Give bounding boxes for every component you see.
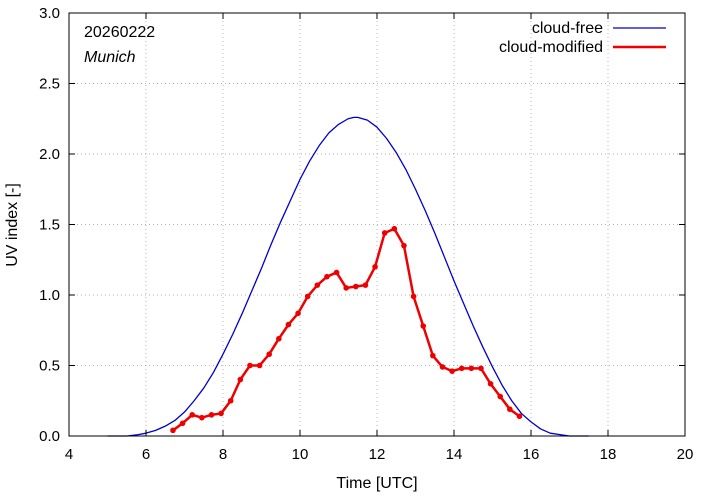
data-point-cloud-modified xyxy=(343,285,350,291)
data-point-cloud-modified xyxy=(256,362,263,369)
y-tick-label: 0.0 xyxy=(39,428,60,445)
data-point-cloud-modified xyxy=(189,412,195,418)
data-point-cloud-modified xyxy=(391,225,398,232)
data-point-cloud-modified xyxy=(218,410,224,417)
x-axis-label: Time [UTC] xyxy=(336,475,417,492)
data-point-cloud-modified xyxy=(516,413,523,420)
x-tick-label: 6 xyxy=(142,446,150,463)
y-tick-label: 2.0 xyxy=(39,146,60,163)
y-tick-label: 1.5 xyxy=(39,217,60,234)
data-point-cloud-modified xyxy=(170,427,176,434)
data-point-cloud-modified xyxy=(507,406,513,413)
data-point-cloud-modified xyxy=(410,293,417,300)
data-point-cloud-modified xyxy=(497,393,504,400)
series-line-cloud-free xyxy=(107,116,589,437)
data-point-cloud-modified xyxy=(449,368,455,374)
y-tick-label: 1.0 xyxy=(39,287,60,304)
x-tick-label: 20 xyxy=(677,446,694,463)
data-point-cloud-modified xyxy=(304,293,311,300)
x-tick-label: 16 xyxy=(523,446,540,463)
data-point-cloud-modified xyxy=(372,264,378,270)
y-axis-label: UV index [-] xyxy=(4,183,21,267)
legend-label-cloud-modified: cloud-modified xyxy=(499,39,603,56)
date-annotation: 20260222 xyxy=(84,24,155,41)
data-point-cloud-modified xyxy=(285,321,292,328)
data-point-cloud-modified xyxy=(324,273,330,280)
data-point-cloud-modified xyxy=(276,335,282,342)
data-point-cloud-modified xyxy=(458,365,465,372)
axis-ticks: 4 6 8 10 12 14 16 18 20 0.0 0.5 1.0 1.5 2.0 2.5 3.0 xyxy=(39,5,693,463)
data-point-cloud-modified xyxy=(199,414,205,421)
y-tick-label: 0.5 xyxy=(39,358,60,375)
x-tick-label: 4 xyxy=(65,446,73,463)
data-point-cloud-modified xyxy=(353,283,359,290)
x-tick-label: 12 xyxy=(369,446,386,463)
data-point-cloud-modified xyxy=(430,352,436,359)
legend: cloud-free cloud-modified xyxy=(499,20,666,56)
data-point-cloud-modified xyxy=(381,230,388,236)
x-tick-label: 18 xyxy=(600,446,617,463)
x-tick-label: 8 xyxy=(219,446,227,463)
location-annotation: Munich xyxy=(84,49,136,66)
x-tick-label: 14 xyxy=(446,446,463,463)
data-point-cloud-modified xyxy=(478,365,484,372)
data-point-cloud-modified xyxy=(439,364,446,370)
data-point-cloud-modified xyxy=(420,323,427,329)
data-point-cloud-modified xyxy=(487,381,494,387)
data-point-cloud-modified xyxy=(247,362,253,369)
legend-label-cloud-free: cloud-free xyxy=(532,20,603,37)
data-point-cloud-modified xyxy=(266,351,273,358)
data-point-cloud-modified xyxy=(314,282,321,288)
data-point-cloud-modified xyxy=(295,310,301,317)
data-point-cloud-modified xyxy=(401,242,407,249)
data-point-cloud-modified xyxy=(208,412,215,418)
data-point-cloud-modified xyxy=(179,420,186,427)
data-point-cloud-modified xyxy=(333,269,340,276)
y-tick-label: 2.5 xyxy=(39,76,60,93)
y-tick-label: 3.0 xyxy=(39,5,60,22)
data-point-cloud-modified xyxy=(237,376,244,383)
grid xyxy=(69,13,685,436)
series-layer xyxy=(107,116,589,437)
data-point-cloud-modified xyxy=(468,365,475,372)
data-point-cloud-modified xyxy=(362,282,369,288)
data-point-cloud-modified xyxy=(227,397,234,404)
x-tick-label: 10 xyxy=(292,446,309,463)
